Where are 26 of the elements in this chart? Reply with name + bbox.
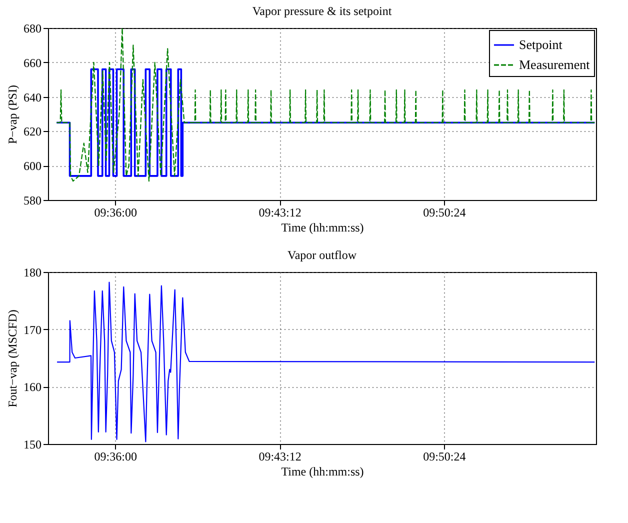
- y-tick-label: 660: [24, 56, 42, 70]
- x-axis-title: Time (hh:mm:ss): [281, 464, 364, 478]
- y-tick-label: 600: [24, 159, 42, 174]
- legend-label: Setpoint: [519, 37, 563, 52]
- y-tick-label: 160: [24, 380, 42, 394]
- y-tick-label: 180: [24, 266, 42, 280]
- y-tick-label: 170: [24, 322, 42, 337]
- y-tick-label: 680: [24, 22, 42, 36]
- x-tick-label: 09:43:12: [258, 450, 302, 464]
- legend-label: Measurement: [519, 57, 590, 72]
- y-tick-label: 150: [24, 438, 42, 452]
- y-tick-label: 640: [24, 90, 42, 104]
- x-tick-label: 09:36:00: [94, 206, 137, 220]
- y-axis-title: Fout−vap (MSCFD): [6, 310, 20, 408]
- chart-title: Vapor pressure & its setpoint: [252, 4, 392, 18]
- chart-title: Vapor outflow: [288, 248, 357, 262]
- x-tick-label: 09:50:24: [423, 206, 466, 220]
- x-tick-label: 09:43:12: [258, 206, 302, 220]
- line-series: [56, 282, 596, 442]
- y-axis-title: P−vap (PSI): [6, 84, 20, 144]
- y-tick-label: 620: [24, 124, 42, 139]
- x-tick-label: 09:36:00: [94, 450, 137, 464]
- x-tick-label: 09:50:24: [423, 450, 466, 464]
- y-tick-label: 580: [24, 194, 42, 208]
- line-series: [56, 28, 596, 182]
- x-axis-title: Time (hh:mm:ss): [281, 220, 364, 234]
